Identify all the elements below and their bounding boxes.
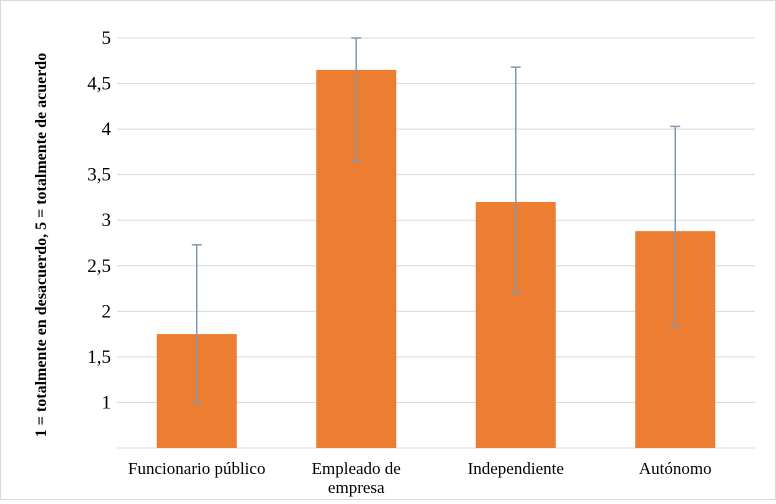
y-tick-label: 4 bbox=[102, 119, 112, 140]
y-tick-label: 1,5 bbox=[87, 347, 111, 368]
y-tick-label: 3,5 bbox=[87, 165, 111, 186]
x-category-label: Independiente bbox=[468, 459, 564, 478]
y-tick-label: 1 bbox=[102, 392, 112, 413]
y-tick-label: 2 bbox=[102, 301, 112, 322]
y-tick-label: 4,5 bbox=[87, 74, 111, 95]
y-tick-labels: 1 1,5 2 2,5 3 3,5 4 4,5 5 bbox=[87, 28, 111, 413]
y-tick-label: 2,5 bbox=[87, 256, 111, 277]
x-category-label-line: Funcionario público bbox=[128, 459, 265, 478]
bars bbox=[156, 69, 716, 448]
x-category-labels: Funcionario público Empleado de empresa Ind… bbox=[128, 459, 712, 497]
x-category-label: Funcionario público bbox=[128, 459, 265, 478]
y-tick-label: 5 bbox=[102, 28, 112, 49]
y-tick-label: 3 bbox=[102, 210, 112, 231]
x-category-label-line: Autónomo bbox=[639, 459, 712, 478]
y-axis-title: 1 = totalmente en desacuerdo, 5 = totalm… bbox=[33, 53, 50, 437]
x-category-label-line: empresa bbox=[328, 478, 385, 497]
error-bars bbox=[191, 37, 681, 404]
x-category-label-line: Empleado de bbox=[312, 459, 401, 478]
x-category-label: Autónomo bbox=[639, 459, 712, 478]
x-category-label: Empleado de empresa bbox=[312, 459, 401, 497]
x-category-label-line: Independiente bbox=[468, 459, 564, 478]
